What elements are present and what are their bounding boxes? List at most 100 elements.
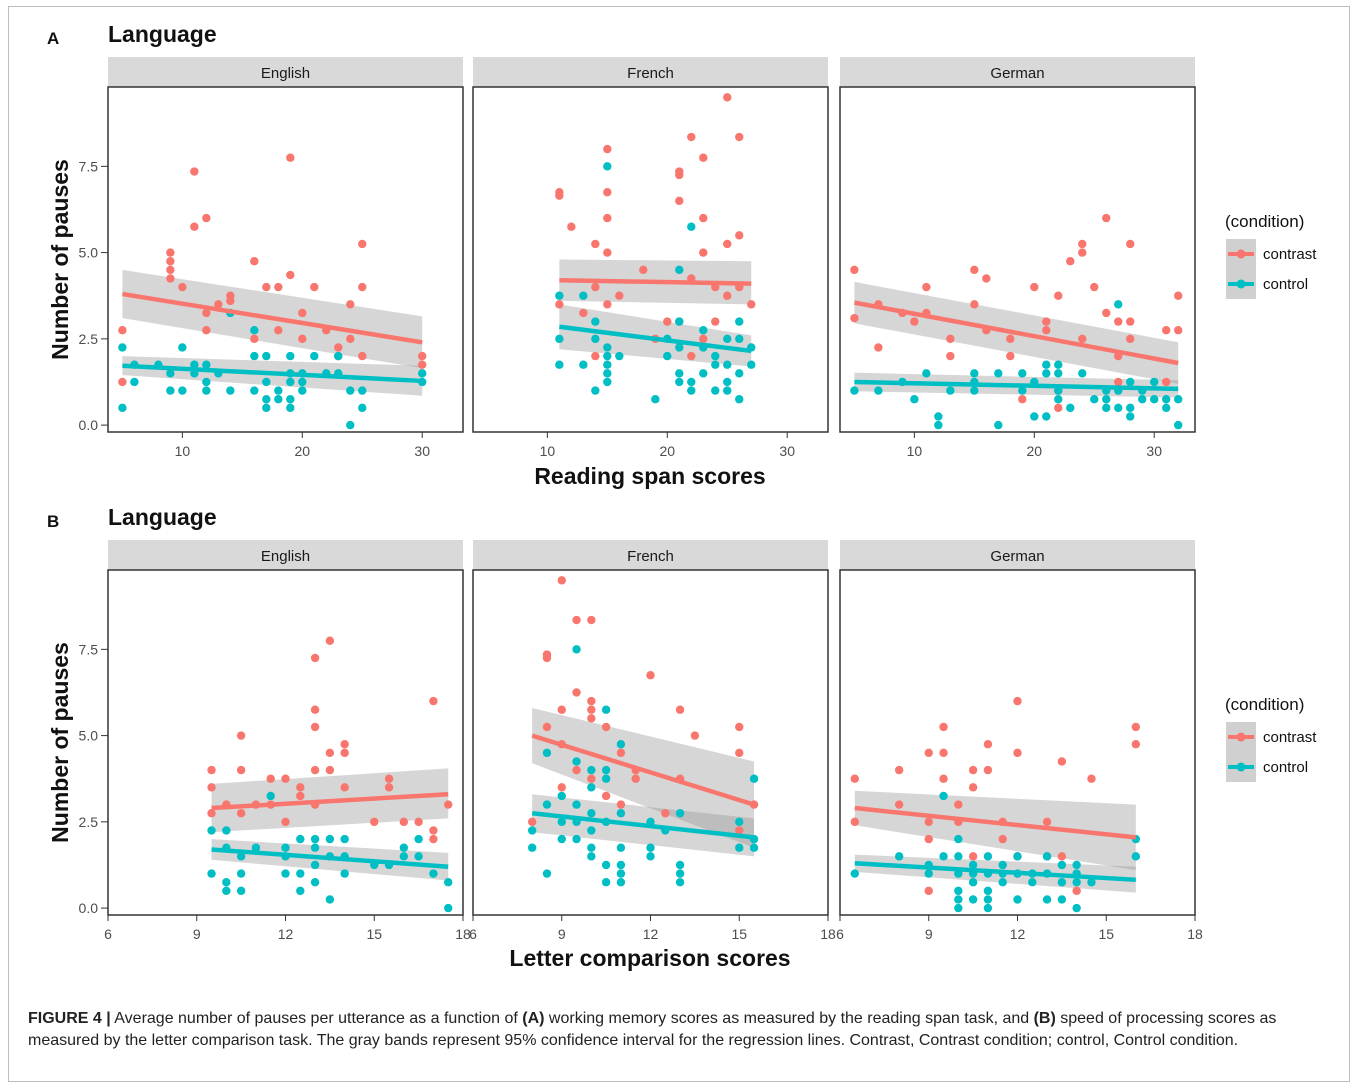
data-point-control xyxy=(601,765,611,775)
data-point-control xyxy=(325,834,335,844)
data-point-contrast xyxy=(601,722,611,732)
data-point-contrast xyxy=(982,274,991,283)
data-point-contrast xyxy=(1102,308,1111,318)
data-point-control xyxy=(850,869,859,878)
data-point-control xyxy=(557,817,566,827)
data-point-control xyxy=(924,869,933,878)
data-point-control xyxy=(1126,403,1135,413)
data-point-contrast xyxy=(675,705,685,714)
data-point-control xyxy=(675,317,684,326)
data-point-control xyxy=(675,860,685,870)
data-point-contrast xyxy=(418,360,427,369)
data-point-control xyxy=(983,903,993,913)
x-tick-label: 6 xyxy=(104,926,112,942)
data-point-control xyxy=(555,334,564,344)
data-point-contrast xyxy=(325,636,335,645)
caption-segment: speed of processing scores as measured b… xyxy=(28,1010,1277,1049)
data-point-control xyxy=(646,843,655,852)
data-point-contrast xyxy=(723,291,732,300)
data-point-contrast xyxy=(699,153,708,162)
facet-french: French 6 9 12 15 18 xyxy=(469,540,836,942)
data-point-control xyxy=(1162,395,1171,404)
data-point-control xyxy=(286,395,295,404)
data-point-control xyxy=(874,386,883,395)
data-point-contrast xyxy=(922,282,931,292)
data-point-contrast xyxy=(340,783,349,792)
data-point-control xyxy=(281,843,290,852)
data-point-control xyxy=(723,386,732,395)
data-point-control xyxy=(675,878,685,887)
data-point-contrast xyxy=(166,257,175,266)
figure-caption: FIGURE 4 | Average number of pauses per … xyxy=(28,1008,1318,1052)
data-point-control xyxy=(274,386,283,395)
data-point-control xyxy=(587,826,596,835)
data-point-contrast xyxy=(735,231,744,240)
data-point-control xyxy=(616,843,626,852)
data-point-contrast xyxy=(747,300,756,309)
data-point-contrast xyxy=(207,765,216,775)
data-point-control xyxy=(1150,377,1159,387)
data-point-control xyxy=(939,791,948,801)
data-point-control xyxy=(298,377,307,387)
data-point-control xyxy=(1126,412,1135,421)
data-point-control xyxy=(723,334,732,344)
data-point-contrast xyxy=(924,748,933,758)
data-point-contrast xyxy=(296,783,305,792)
data-point-control xyxy=(591,334,600,344)
data-point-control xyxy=(603,343,612,352)
data-point-control xyxy=(711,351,720,361)
legend-label-contrast: contrast xyxy=(1263,246,1317,263)
regression-line-contrast xyxy=(853,300,1179,366)
legend-key-point-control xyxy=(1236,762,1246,772)
regression-line-contrast xyxy=(531,733,755,807)
x-tick-label: 30 xyxy=(414,443,430,459)
x-tick-label: 9 xyxy=(925,926,933,942)
data-point-control xyxy=(723,377,732,387)
data-point-control xyxy=(399,843,409,852)
regression-line-contrast xyxy=(122,291,423,345)
facet-english: English 6 9 12 15 18 xyxy=(104,540,471,942)
facet-strip xyxy=(473,540,828,570)
data-point-control xyxy=(1054,369,1063,378)
data-point-control xyxy=(603,162,612,171)
data-point-control xyxy=(1078,369,1087,378)
confidence-band-contrast xyxy=(854,790,1136,871)
data-point-control xyxy=(358,386,367,395)
data-point-contrast xyxy=(1090,282,1099,292)
data-point-control xyxy=(236,886,246,896)
data-point-contrast xyxy=(166,265,175,275)
data-point-control xyxy=(1042,412,1051,421)
data-point-control xyxy=(250,351,259,361)
data-point-control xyxy=(1042,852,1052,861)
data-point-contrast xyxy=(286,153,295,162)
data-point-control xyxy=(1138,395,1147,404)
data-point-contrast xyxy=(310,722,320,732)
data-point-control xyxy=(675,369,684,378)
data-point-contrast xyxy=(939,774,948,783)
data-point-contrast xyxy=(1042,317,1051,326)
data-point-control xyxy=(1126,377,1135,387)
data-point-control xyxy=(1072,903,1081,913)
data-point-control xyxy=(444,903,453,913)
data-point-contrast xyxy=(587,615,596,625)
data-point-contrast xyxy=(274,282,283,292)
facet-strip-label: German xyxy=(990,548,1044,565)
x-tick-label: 10 xyxy=(540,443,556,459)
data-point-control xyxy=(298,386,307,395)
data-point-control xyxy=(262,351,271,361)
data-point-control xyxy=(1013,895,1022,904)
data-point-contrast xyxy=(1072,886,1081,896)
data-point-contrast xyxy=(587,774,596,783)
data-point-contrast xyxy=(118,326,127,335)
data-point-control xyxy=(178,343,187,352)
data-point-control xyxy=(1030,412,1039,421)
data-point-contrast xyxy=(190,167,199,176)
plot-border xyxy=(839,569,1196,916)
facet-strip xyxy=(840,57,1195,87)
regression-line-control xyxy=(531,810,755,840)
data-point-contrast xyxy=(1006,334,1015,344)
data-point-control xyxy=(325,895,335,904)
data-point-control xyxy=(616,740,626,749)
data-point-contrast xyxy=(675,196,684,206)
legend: (condition) contrast control xyxy=(1225,695,1317,782)
